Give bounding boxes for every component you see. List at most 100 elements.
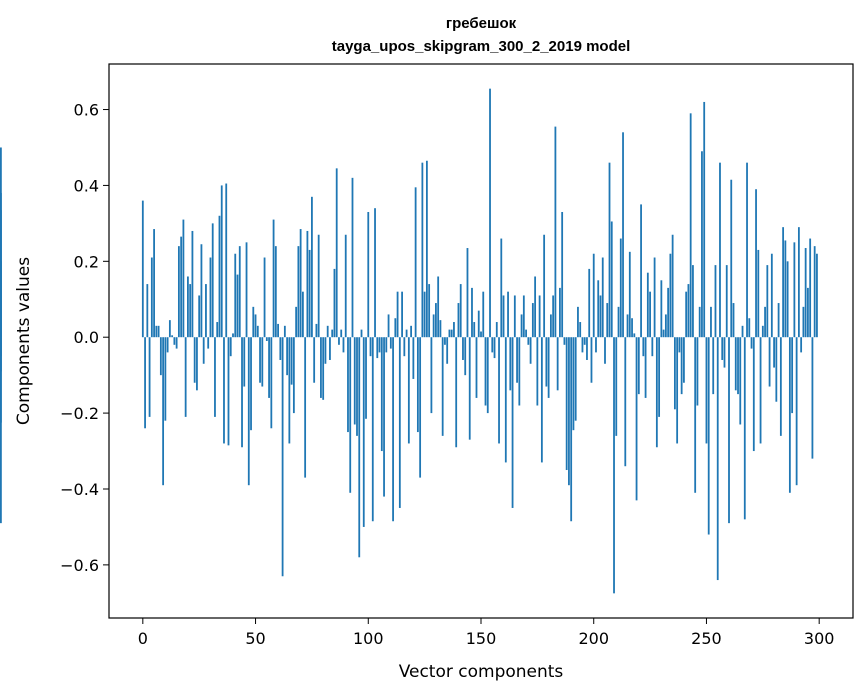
y-tick-label: 0.0 [74, 328, 99, 347]
x-tick-label: 200 [578, 629, 609, 648]
x-axis-ticks: 0 50 100 150 200 250 300 [138, 618, 834, 648]
bar [281, 337, 284, 577]
bar [168, 320, 171, 338]
bar [725, 265, 728, 338]
bar [583, 337, 586, 345]
bar [642, 337, 645, 357]
bar [669, 253, 672, 338]
bar [331, 329, 334, 338]
bar [732, 303, 735, 338]
bar [144, 337, 146, 429]
bar [604, 337, 606, 364]
bar [543, 234, 546, 338]
bar [286, 337, 289, 376]
bar [556, 337, 559, 391]
bar [613, 337, 615, 594]
bar [651, 337, 654, 357]
bar [527, 337, 530, 345]
bar [398, 337, 401, 508]
bar [721, 337, 724, 360]
chart-title: гребешок [446, 15, 517, 32]
bar [462, 337, 464, 360]
bar [676, 337, 679, 444]
bar [549, 314, 552, 338]
bar [358, 337, 361, 558]
bar [385, 337, 388, 353]
bar [245, 242, 248, 338]
x-tick-label: 150 [466, 629, 497, 648]
bar [786, 261, 789, 338]
bar [171, 335, 174, 338]
bar [218, 215, 221, 338]
bar [775, 337, 778, 402]
bar [746, 162, 748, 338]
bar [279, 337, 282, 360]
bar [662, 329, 665, 338]
bar [283, 325, 286, 338]
bar [315, 323, 318, 338]
bar [403, 337, 406, 357]
bar [376, 337, 379, 359]
bar [728, 337, 730, 524]
bar [565, 337, 568, 471]
bar [410, 325, 413, 338]
bar [518, 337, 521, 406]
bar [766, 265, 769, 338]
bar [214, 337, 216, 417]
bar [313, 337, 316, 383]
bar [468, 337, 471, 440]
bar [480, 331, 482, 338]
bar [153, 229, 155, 338]
bar [538, 295, 541, 338]
bar [450, 329, 453, 338]
bar [779, 337, 782, 436]
bar [299, 229, 302, 338]
bar [236, 274, 239, 338]
bar [220, 185, 223, 338]
bar [362, 337, 365, 527]
bar [344, 234, 347, 338]
bar [622, 132, 624, 338]
bar [525, 329, 527, 338]
bar [635, 337, 638, 501]
bar [146, 284, 149, 338]
bar [741, 325, 744, 338]
bar [599, 295, 602, 338]
bar [148, 337, 151, 417]
bar [633, 333, 636, 338]
bar [141, 200, 144, 338]
bar [743, 337, 746, 520]
bar [655, 337, 658, 448]
bar [227, 337, 230, 446]
bar [268, 337, 270, 398]
bar [247, 337, 250, 486]
bar [561, 211, 564, 338]
bar [761, 325, 764, 338]
bar [367, 211, 370, 338]
bar [173, 337, 176, 345]
bar [324, 337, 327, 364]
bar [610, 221, 613, 338]
bar [254, 314, 257, 338]
bar [243, 337, 246, 387]
y-axis-label: Components values [14, 257, 34, 425]
bar [234, 253, 237, 338]
bar [664, 314, 667, 338]
bar [333, 268, 336, 338]
bar [574, 337, 577, 421]
bar [225, 183, 228, 338]
bar [270, 337, 273, 429]
bar [164, 337, 167, 421]
bar [498, 337, 500, 444]
bar [150, 257, 153, 338]
bar [297, 246, 300, 338]
bar [784, 240, 787, 338]
bar [241, 337, 243, 448]
bar [290, 337, 293, 385]
bar [547, 337, 550, 398]
bar [308, 249, 311, 338]
bar [748, 318, 751, 338]
bar [340, 329, 343, 338]
bar [441, 337, 444, 436]
